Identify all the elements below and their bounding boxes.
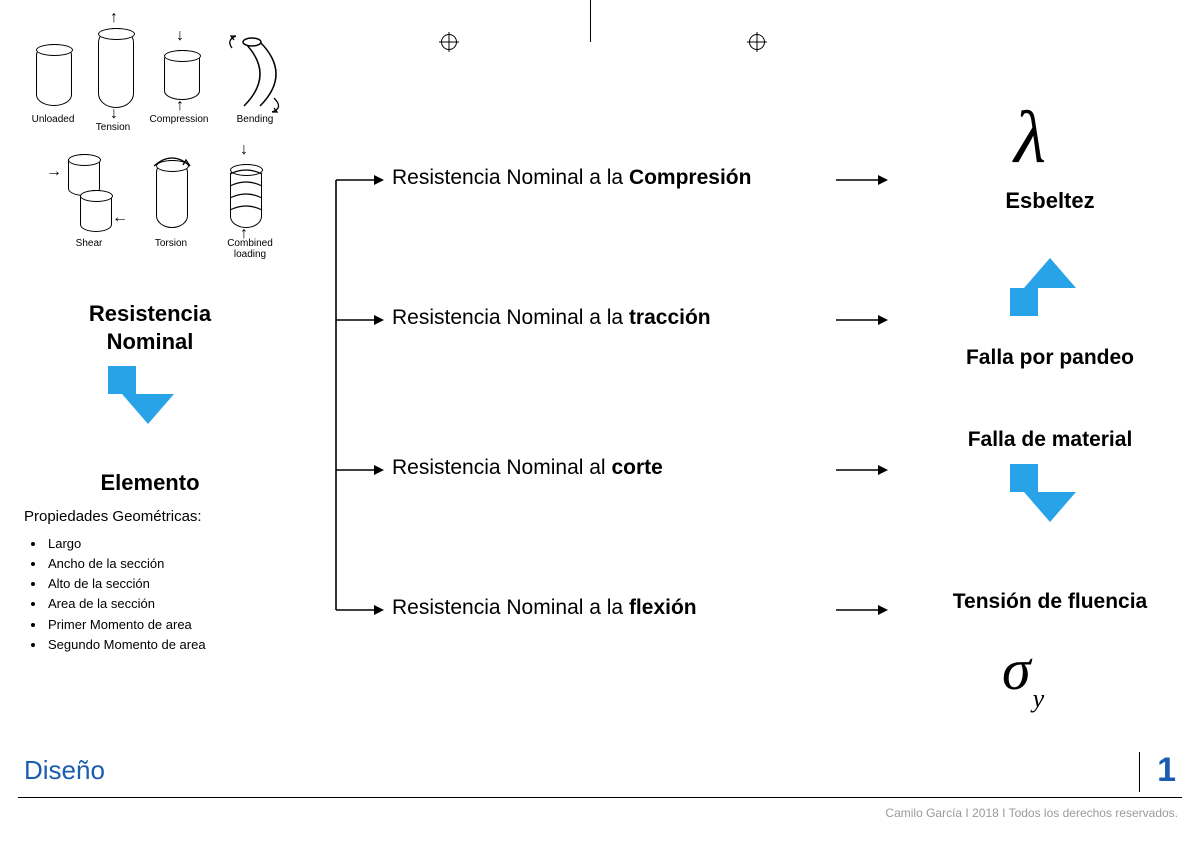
resistance-item: Resistencia Nominal a la Compresión <box>392 166 751 190</box>
section-title: Diseño <box>24 755 105 786</box>
sigma-y-symbol: σy <box>1002 636 1042 703</box>
resistance-item: Resistencia Nominal al corte <box>392 456 663 480</box>
esbeltez-label: Esbeltez <box>960 188 1140 214</box>
falla-material-label: Falla de material <box>936 428 1164 452</box>
blue-arrow-up-icon <box>1024 258 1076 288</box>
page-number-tick <box>1139 752 1140 792</box>
sigma-sub: y <box>1033 684 1045 713</box>
tension-fluencia-label: Tensión de fluencia <box>920 590 1180 614</box>
resistance-item: Resistencia Nominal a la flexión <box>392 596 697 620</box>
sigma-char: σ <box>1002 637 1031 702</box>
footer-rule <box>18 797 1182 798</box>
page: ↑ ↓ ↓ ↑ Unloaded Tension Compression Ben… <box>0 0 1200 848</box>
footer-copyright: Camilo García I 2018 I Todos los derecho… <box>885 806 1178 820</box>
lambda-symbol: λ <box>1014 96 1046 181</box>
page-number: 1 <box>1157 751 1176 790</box>
falla-pandeo-label: Falla por pandeo <box>936 346 1164 370</box>
resistance-item: Resistencia Nominal a la tracción <box>392 306 711 330</box>
blue-arrow-down-icon <box>1024 492 1076 522</box>
